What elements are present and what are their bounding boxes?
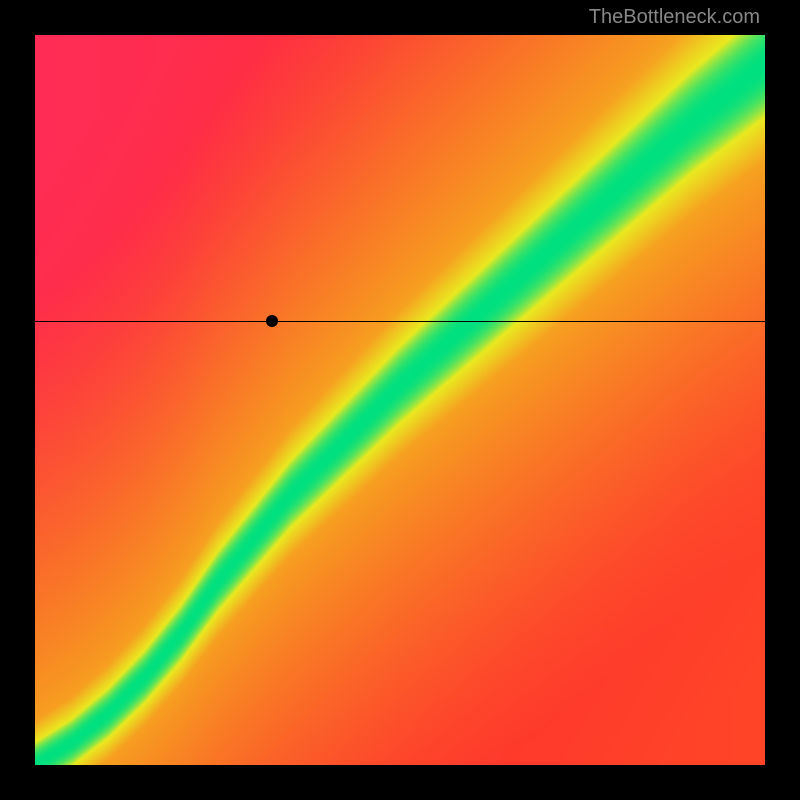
data-point-marker bbox=[266, 315, 278, 327]
heatmap-canvas bbox=[35, 35, 765, 765]
watermark-text: TheBottleneck.com bbox=[589, 6, 760, 29]
crosshair-horizontal bbox=[35, 321, 765, 322]
plot-area bbox=[35, 35, 765, 765]
